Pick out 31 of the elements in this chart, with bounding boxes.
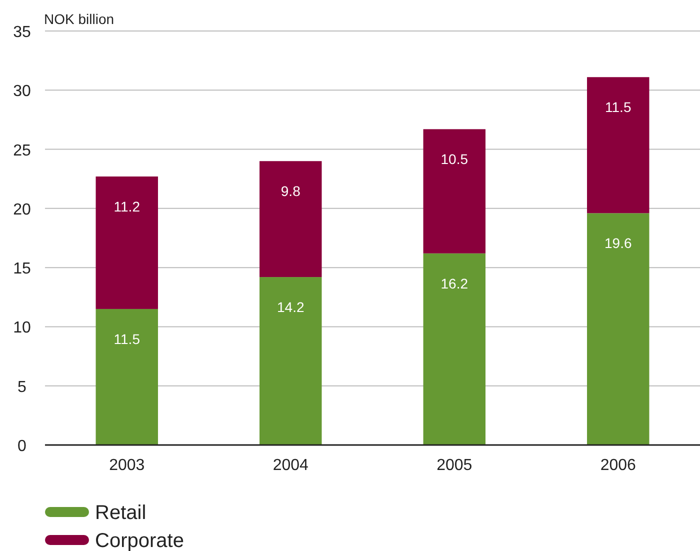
y-tick-label: 20 xyxy=(13,201,31,218)
y-tick-label: 25 xyxy=(13,142,31,160)
bar xyxy=(96,176,158,309)
x-tick-label: 2003 xyxy=(109,457,145,474)
bar xyxy=(260,277,322,445)
bar xyxy=(260,161,322,278)
bar xyxy=(96,308,158,445)
x-tick-label: 2004 xyxy=(272,457,309,474)
y-tick-label: 10 xyxy=(13,320,31,337)
data-label: 11.2 xyxy=(114,198,140,214)
legend-label: Corporate xyxy=(95,530,184,551)
y-tick-label: 35 xyxy=(13,24,31,41)
bar xyxy=(423,129,486,254)
data-label: 9.8 xyxy=(280,183,301,200)
bar xyxy=(587,77,650,214)
y-tick-label: 15 xyxy=(13,260,31,278)
y-tick-label: 30 xyxy=(13,83,31,100)
legend-label: Retail xyxy=(95,502,146,524)
data-label: 10.5 xyxy=(440,151,468,168)
data-label: 11.5 xyxy=(605,99,632,116)
data-label: 11.5 xyxy=(114,330,140,347)
y-tick-label: 5 xyxy=(18,378,27,396)
x-tick-label: 2006 xyxy=(600,457,636,474)
bar xyxy=(587,213,650,445)
y-axis-title: NOK billion xyxy=(44,11,114,27)
bar xyxy=(423,253,486,445)
y-tick-label: 0 xyxy=(18,438,27,455)
data-label: 16.2 xyxy=(440,275,468,292)
data-label: 14.2 xyxy=(277,299,304,316)
data-label: 19.6 xyxy=(604,235,632,252)
x-tick-label: 2005 xyxy=(436,457,472,474)
